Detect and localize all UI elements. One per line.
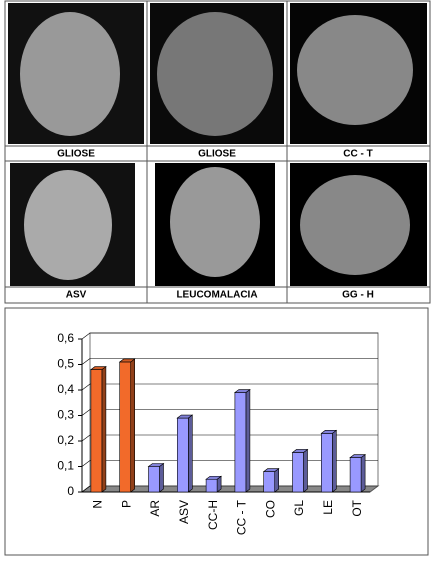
x-tick-label: CO — [263, 500, 277, 518]
caption: GLIOSE — [198, 149, 236, 160]
bar-side — [159, 462, 164, 493]
grid-line — [81, 434, 91, 442]
y-tick-label: 0,1 — [57, 459, 74, 473]
grid-line — [81, 358, 91, 365]
x-tick-label: N — [91, 500, 105, 509]
bar — [119, 361, 131, 493]
bar — [90, 369, 103, 493]
bar-side — [101, 366, 107, 493]
mri-brain — [24, 170, 112, 280]
bar — [205, 478, 218, 493]
y-tick-label: 0,4 — [57, 382, 74, 396]
grid-line — [81, 409, 91, 416]
x-tick-label: LE — [321, 500, 335, 515]
x-tick-label: AR — [148, 500, 162, 517]
bar-top — [262, 468, 280, 472]
grid-line — [81, 460, 91, 467]
mri-brain — [157, 12, 273, 136]
bar — [320, 433, 333, 493]
x-tick-label: P — [119, 500, 133, 508]
bar-top — [205, 475, 223, 480]
captions: GLIOSE GLIOSE CC - T ASV LEUCOMALACIA GG… — [57, 149, 374, 301]
caption: ASV — [66, 290, 87, 301]
mri-brain — [20, 12, 120, 136]
bar — [263, 471, 276, 493]
y-tick-label: 0,3 — [57, 408, 74, 422]
bar-top — [233, 389, 251, 393]
caption: GG - H — [342, 290, 374, 301]
grid-line — [81, 332, 91, 340]
bar-top — [349, 454, 367, 458]
bar — [234, 392, 247, 493]
grid-line — [81, 383, 91, 391]
bar-top — [320, 430, 338, 434]
x-tick-label: GL — [292, 500, 306, 516]
grid-frame — [4, 0, 431, 304]
chart: 0 0,1 0,2 0,3 0,4 0,5 0,6 N P AR ASV CC-H CC - T CO GL… — [57, 331, 380, 535]
x-tick-label: OT — [350, 499, 364, 516]
bar — [349, 457, 362, 493]
bar-side — [274, 468, 280, 493]
x-tick-label: CC-H — [206, 500, 220, 530]
mri-brain — [170, 167, 260, 277]
bar-side — [303, 448, 308, 493]
caption: GLIOSE — [57, 149, 95, 160]
x-tick-label: CC - T — [235, 499, 249, 535]
bar-top — [176, 414, 194, 419]
y-tick-label: 0,5 — [57, 357, 74, 371]
bar — [177, 417, 189, 493]
bar-side — [360, 453, 366, 493]
bar — [148, 466, 160, 493]
bar-top — [291, 449, 309, 453]
bar — [292, 452, 304, 493]
bar-top — [90, 366, 107, 370]
bar-top — [147, 463, 165, 467]
bar-side — [331, 429, 337, 493]
mri-images — [8, 3, 427, 286]
bar-side — [245, 388, 251, 493]
mri-brain — [297, 15, 413, 125]
bar-side — [130, 358, 135, 493]
mri-brain — [300, 175, 410, 275]
y-tick-label: 0,2 — [57, 433, 74, 447]
x-tick-label: ASV — [177, 500, 191, 524]
caption: LEUCOMALACIA — [176, 290, 257, 301]
y-tick-label: 0 — [67, 484, 74, 498]
caption: CC - T — [343, 149, 372, 160]
bar-side — [188, 414, 193, 493]
image-grid — [4, 0, 431, 304]
grid-line — [81, 485, 91, 493]
y-tick-label: 0,6 — [57, 331, 74, 345]
bar-top — [118, 358, 136, 363]
